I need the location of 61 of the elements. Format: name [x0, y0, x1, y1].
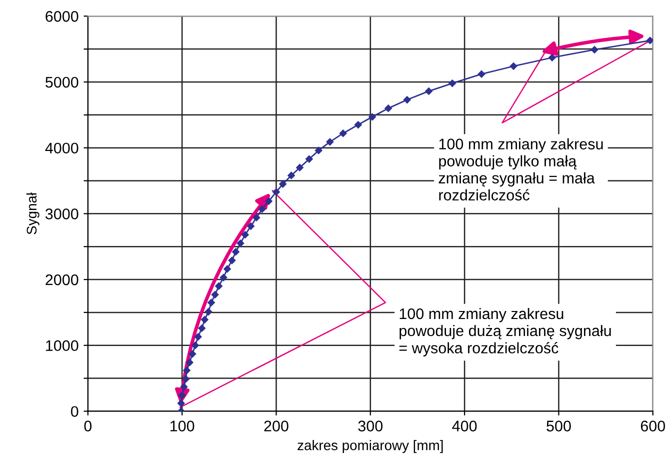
point: [590, 46, 598, 54]
y-tick-label: 4000: [45, 142, 78, 154]
point: [215, 282, 222, 290]
point: [403, 96, 411, 104]
point: [279, 180, 286, 188]
y-tick-label: 5000: [46, 76, 78, 88]
point: [194, 333, 202, 340]
x-tick-label: 0: [84, 420, 92, 432]
point: [478, 70, 486, 78]
point: [183, 366, 190, 374]
point: [182, 375, 190, 383]
annotation: 100 mm zmiany zakresu powoduje dużą zmianę sygnału = wysoka rozdzielczość: [399, 308, 611, 356]
point: [306, 155, 313, 163]
point: [384, 104, 392, 112]
y-tick-label: 3000: [45, 208, 78, 220]
point: [188, 350, 196, 358]
x-tick-label: 100: [170, 420, 194, 432]
point: [288, 172, 295, 180]
point: [510, 62, 518, 70]
point: [368, 113, 376, 121]
point: [448, 80, 456, 87]
point: [258, 205, 266, 213]
point: [272, 188, 280, 196]
point: [548, 54, 556, 62]
x-tick-label: 500: [546, 420, 571, 432]
point: [242, 231, 249, 238]
point: [326, 138, 334, 146]
x-tick-label: 300: [358, 420, 383, 432]
point: [314, 146, 322, 154]
point: [354, 121, 362, 128]
point: [252, 214, 260, 222]
point: [208, 298, 215, 306]
point: [646, 36, 653, 44]
y-tick-label: 1000: [46, 340, 78, 352]
point: [186, 358, 194, 366]
point: [204, 308, 212, 316]
y-tick-label: 2000: [46, 274, 78, 286]
point: [192, 342, 199, 350]
x-tick-label: 200: [264, 420, 288, 432]
point: [339, 130, 347, 137]
point: [232, 248, 240, 256]
point: [201, 316, 208, 324]
point: [247, 222, 254, 230]
point: [236, 240, 244, 247]
point: [220, 274, 228, 282]
point: [211, 291, 219, 298]
point: [198, 324, 206, 332]
y-axis-title: Sygnał: [26, 192, 40, 234]
point: [228, 256, 236, 264]
point: [296, 164, 304, 172]
annotation: 100 mm zmiany zakresu powoduje tylko małą zmianę sygnału = mała rozdzielczość: [438, 138, 603, 201]
y-tick-label: 6000: [46, 11, 78, 22]
point: [265, 198, 272, 205]
point: [177, 400, 185, 407]
x-axis-title: zakres pomiarowy [mm]: [298, 440, 443, 453]
point: [180, 383, 188, 390]
point: [224, 265, 231, 273]
y-tick-label: 0: [70, 406, 78, 417]
x-tick-label: 600: [640, 420, 666, 432]
point: [425, 88, 432, 95]
x-tick-label: 400: [452, 420, 477, 432]
